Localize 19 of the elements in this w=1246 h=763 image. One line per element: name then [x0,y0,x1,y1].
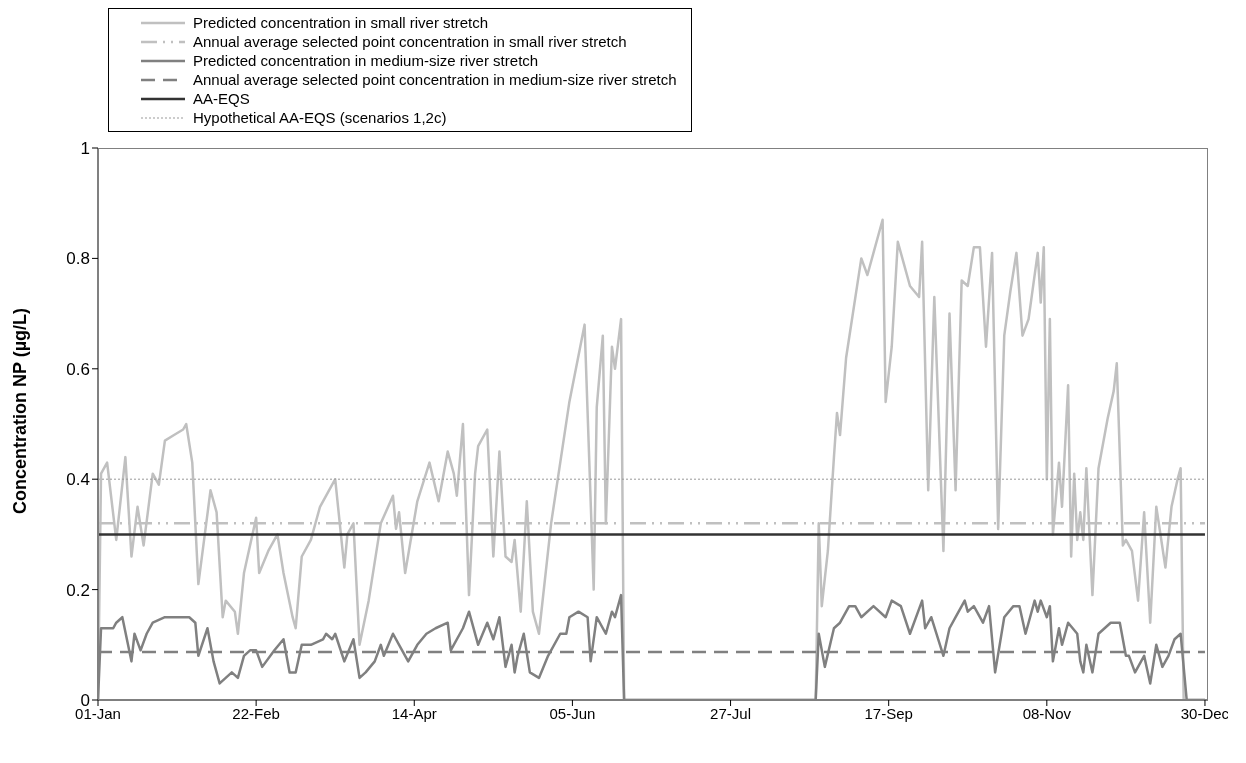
legend-label: Predicted concentration in small river stretch [193,14,489,31]
x-tick-label: 14-Apr [391,704,437,722]
x-tick-label: 17-Sep [864,704,913,722]
legend-label: Annual average selected point concentration in medium-size river stretch [193,71,677,88]
y-axis-title: Concentration NP (µg/L) [10,307,31,514]
legend-label: AA-EQS [193,90,250,107]
y-tick-label: 0.4 [66,470,90,490]
x-tick-label: 08-Nov [1022,704,1072,722]
legend-label: Hypothetical AA-EQS (scenarios 1,2c) [193,109,447,126]
x-tick-label: 27-Jul [710,704,751,722]
legend-label: Predicted concentration in medium-size river stretch [193,52,539,69]
y-tick-label: 0.8 [66,249,90,269]
x-tick-label: 30-Dec [1180,704,1230,722]
x-tick-label: 22-Feb [232,704,280,722]
legend-label: Annual average selected point concentration in small river stretch [193,33,627,50]
x-tick-label: 05-Jun [549,704,596,722]
y-tick-label: 0.6 [66,359,90,379]
y-tick-label: 1 [80,139,90,159]
y-tick-label: 0.2 [66,580,90,600]
